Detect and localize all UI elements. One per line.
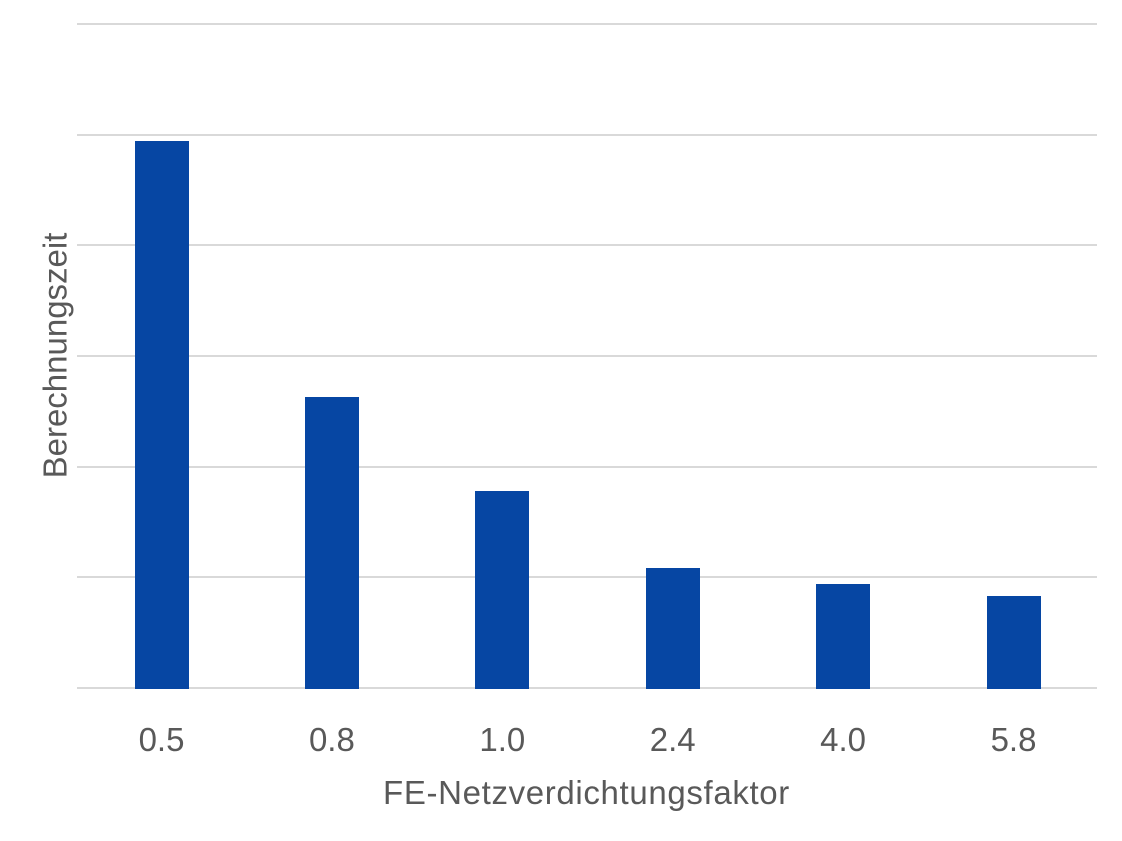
x-tick-label: 2.4	[649, 721, 696, 758]
x-tick-label: 1.0	[479, 721, 526, 758]
gridline	[76, 687, 1097, 689]
bar-5.8	[986, 596, 1041, 689]
bar-0.8	[304, 396, 359, 689]
bar-0.5	[134, 141, 189, 689]
bar-1.0	[475, 491, 530, 689]
gridline	[76, 23, 1097, 25]
x-tick-label: 0.5	[138, 721, 185, 758]
gridline	[76, 465, 1097, 468]
gridline	[76, 576, 1097, 579]
x-tick-label: 5.8	[990, 721, 1037, 758]
gridline	[76, 133, 1097, 136]
bar-2.4	[645, 568, 700, 689]
x-tick-label: 4.0	[820, 721, 867, 758]
bar-4.0	[816, 583, 871, 689]
x-axis-title: FE-Netzverdichtungsfaktor	[383, 774, 790, 811]
gridline	[76, 355, 1097, 357]
gridline	[76, 244, 1097, 247]
x-tick-label: 0.8	[308, 721, 355, 758]
y-axis-title: Berechnungszeit	[36, 232, 74, 479]
